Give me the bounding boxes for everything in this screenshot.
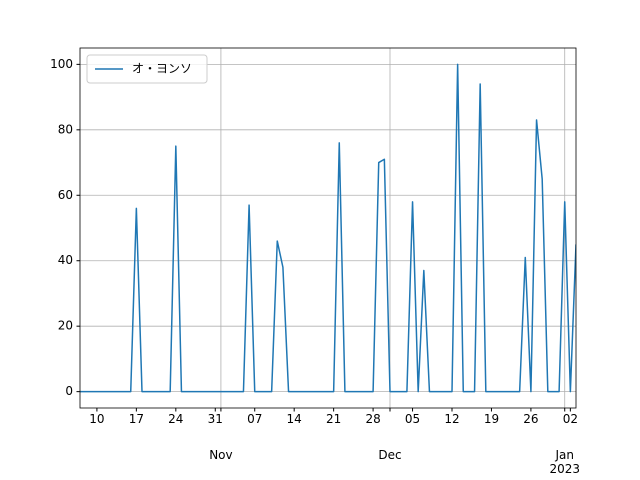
legend-label: オ・ヨンソ (132, 62, 192, 76)
x-tick-label: 26 (523, 412, 538, 426)
x-tick-label: 05 (405, 412, 420, 426)
x-tick-label: 21 (326, 412, 341, 426)
x-tick-label: 17 (129, 412, 144, 426)
x-tick-label: 31 (208, 412, 223, 426)
legend-box (86, 54, 208, 84)
x-major-sublabel: 2023 (549, 462, 580, 476)
y-tick-label: 20 (58, 319, 73, 333)
plot-frame (79, 47, 577, 409)
data-line (80, 63, 576, 393)
x-tick-label: 28 (365, 412, 380, 426)
x-tick-label: 07 (247, 412, 262, 426)
x-tick-label: 12 (444, 412, 459, 426)
x-tick-label: 02 (563, 412, 578, 426)
x-major-label: Nov (209, 448, 232, 462)
x-major-label: Dec (378, 448, 401, 462)
y-tick-label: 80 (58, 122, 73, 136)
y-tick-label: 40 (58, 253, 73, 267)
x-major-label: Jan (554, 448, 574, 462)
x-tick-label: 19 (484, 412, 499, 426)
x-tick-label: 10 (89, 412, 104, 426)
y-tick-label: 100 (50, 57, 73, 71)
x-tick-label: 24 (168, 412, 183, 426)
y-tick-label: 60 (58, 188, 73, 202)
x-tick-label: 14 (287, 412, 302, 426)
y-tick-label: 0 (65, 384, 73, 398)
